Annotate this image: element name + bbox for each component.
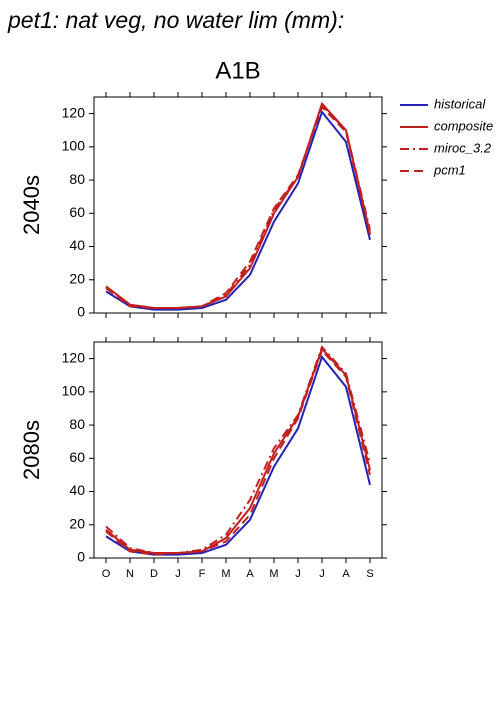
x-tick-label: M xyxy=(269,568,278,580)
y-tick-label: 0 xyxy=(77,304,85,320)
x-tick-label: D xyxy=(150,568,158,580)
x-tick-label: N xyxy=(126,568,134,580)
y-tick-label: 80 xyxy=(69,171,85,187)
series-line xyxy=(105,354,371,556)
y-tick-label: 100 xyxy=(62,383,86,399)
legend-label: miroc_3.2 xyxy=(434,140,492,155)
chart-title: A1B xyxy=(215,57,260,84)
x-tick-label: O xyxy=(102,568,111,580)
y-tick-label: 120 xyxy=(62,349,86,365)
y-tick-label: 100 xyxy=(62,138,86,154)
x-tick-label: J xyxy=(175,568,181,580)
plot-frame xyxy=(93,341,383,559)
y-tick-label: 0 xyxy=(77,549,85,565)
x-tick-label: M xyxy=(221,568,230,580)
plot-frame xyxy=(93,96,383,314)
series-line xyxy=(105,103,371,310)
y-tick-label: 80 xyxy=(69,416,85,432)
y-tick-label: 20 xyxy=(69,515,85,531)
legend-label: historical xyxy=(434,96,486,111)
series-line xyxy=(105,109,371,311)
y-tick-label: 40 xyxy=(69,237,85,253)
x-tick-label: F xyxy=(199,568,206,580)
y-tick-label: 120 xyxy=(62,104,86,120)
y-tick-label: 20 xyxy=(69,270,85,286)
series-line xyxy=(105,345,371,555)
x-tick-label: A xyxy=(246,568,254,580)
x-tick-label: J xyxy=(319,568,325,580)
y-tick-label: 40 xyxy=(69,482,85,498)
series-line xyxy=(105,346,371,555)
y-tick-label: 60 xyxy=(69,449,85,465)
series-line xyxy=(105,105,371,310)
x-tick-label: J xyxy=(295,568,301,580)
series-line xyxy=(105,101,371,310)
y-tick-label: 60 xyxy=(69,204,85,220)
legend-label: pcm1 xyxy=(433,162,466,177)
x-tick-label: S xyxy=(366,568,373,580)
x-tick-label: A xyxy=(342,568,350,580)
y-axis-label: 2080s xyxy=(19,420,44,480)
page-title: pet1: nat veg, no water lim (mm): xyxy=(7,7,344,33)
y-axis-label: 2040s xyxy=(19,175,44,235)
legend-label: composite xyxy=(434,118,493,133)
series-line xyxy=(105,348,371,556)
